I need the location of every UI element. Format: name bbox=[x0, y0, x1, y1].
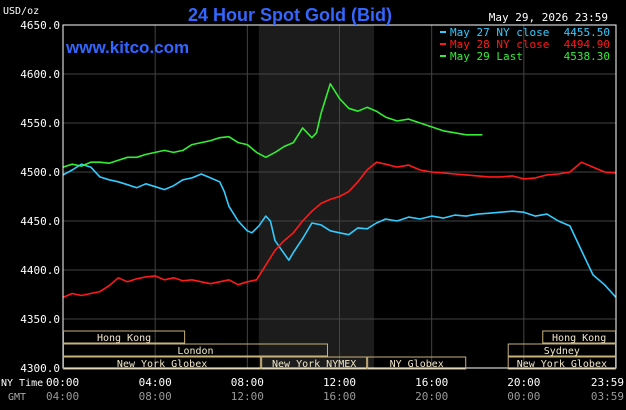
x-tick-gmt-3: 16:00 bbox=[323, 390, 356, 403]
session-box-1 bbox=[542, 330, 616, 344]
legend-name-1: May 28 NY close bbox=[450, 38, 549, 51]
session-box-3 bbox=[507, 343, 616, 357]
x-tick-ny-0: 00:00 bbox=[46, 376, 79, 389]
session-label-2: London bbox=[177, 346, 213, 357]
legend-value-2: 4538.30 bbox=[564, 50, 610, 63]
y-tick-label-3: 4500.0 bbox=[20, 166, 60, 179]
legend-value-1: 4494.90 bbox=[564, 38, 610, 51]
x-tick-ny-5: 20:00 bbox=[507, 376, 540, 389]
legend-name-2: May 29 Last bbox=[450, 50, 523, 63]
legend-swatch-2 bbox=[440, 55, 446, 57]
series-line-1 bbox=[62, 161, 617, 299]
y-tick-label-2: 4550.0 bbox=[20, 117, 60, 130]
series-line-0 bbox=[62, 163, 617, 298]
legend-swatch-1 bbox=[440, 43, 446, 45]
session-box-5 bbox=[261, 356, 368, 370]
session-label-0: Hong Kong bbox=[97, 333, 151, 344]
session-box-0 bbox=[63, 330, 186, 344]
timestamp: May 29, 2026 23:59 bbox=[489, 11, 608, 24]
ny-time-row-label: NY Time bbox=[1, 378, 43, 389]
y-tick-label-7: 4300.0 bbox=[20, 362, 60, 375]
y-tick-label-5: 4400.0 bbox=[20, 264, 60, 277]
y-axis-label: USD/oz bbox=[3, 6, 39, 17]
x-tick-gmt-5: 00:00 bbox=[507, 390, 540, 403]
x-tick-ny-6: 23:59 bbox=[591, 376, 624, 389]
y-tick-label-6: 4350.0 bbox=[20, 313, 60, 326]
session-label-3: Sydney bbox=[544, 346, 580, 357]
session-box-6 bbox=[367, 356, 467, 370]
nymex-session-band bbox=[258, 25, 375, 368]
session-box-4 bbox=[63, 356, 262, 370]
session-label-7: New York Globex bbox=[517, 359, 607, 370]
gmt-row-label: GMT bbox=[8, 392, 26, 403]
x-tick-gmt-1: 08:00 bbox=[139, 390, 172, 403]
y-tick-label-0: 4650.0 bbox=[20, 19, 60, 32]
x-tick-ny-4: 16:00 bbox=[415, 376, 448, 389]
session-label-4: New York Globex bbox=[117, 359, 207, 370]
series-line-2 bbox=[62, 83, 483, 168]
legend-swatch-0 bbox=[440, 31, 446, 33]
session-box-7 bbox=[507, 356, 616, 370]
x-tick-ny-2: 08:00 bbox=[231, 376, 264, 389]
session-box-2 bbox=[63, 343, 328, 357]
kitco-watermark: www.kitco.com bbox=[65, 38, 189, 57]
x-tick-gmt-2: 12:00 bbox=[231, 390, 264, 403]
chart-title: 24 Hour Spot Gold (Bid) bbox=[188, 5, 392, 25]
x-tick-gmt-0: 04:00 bbox=[46, 390, 79, 403]
x-tick-gmt-6: 03:59 bbox=[591, 390, 624, 403]
session-label-1: Hong Kong bbox=[552, 333, 606, 344]
x-tick-ny-1: 04:00 bbox=[139, 376, 172, 389]
x-tick-ny-3: 12:00 bbox=[323, 376, 356, 389]
session-label-5: New York NYMEX bbox=[272, 359, 356, 370]
y-tick-label-4: 4450.0 bbox=[20, 215, 60, 228]
session-label-6: NY Globex bbox=[390, 359, 444, 370]
legend-value-0: 4455.50 bbox=[564, 26, 610, 39]
legend-name-0: May 27 NY close bbox=[450, 26, 549, 39]
plot-frame bbox=[62, 24, 617, 369]
y-tick-label-1: 4600.0 bbox=[20, 68, 60, 81]
x-tick-gmt-4: 20:00 bbox=[415, 390, 448, 403]
